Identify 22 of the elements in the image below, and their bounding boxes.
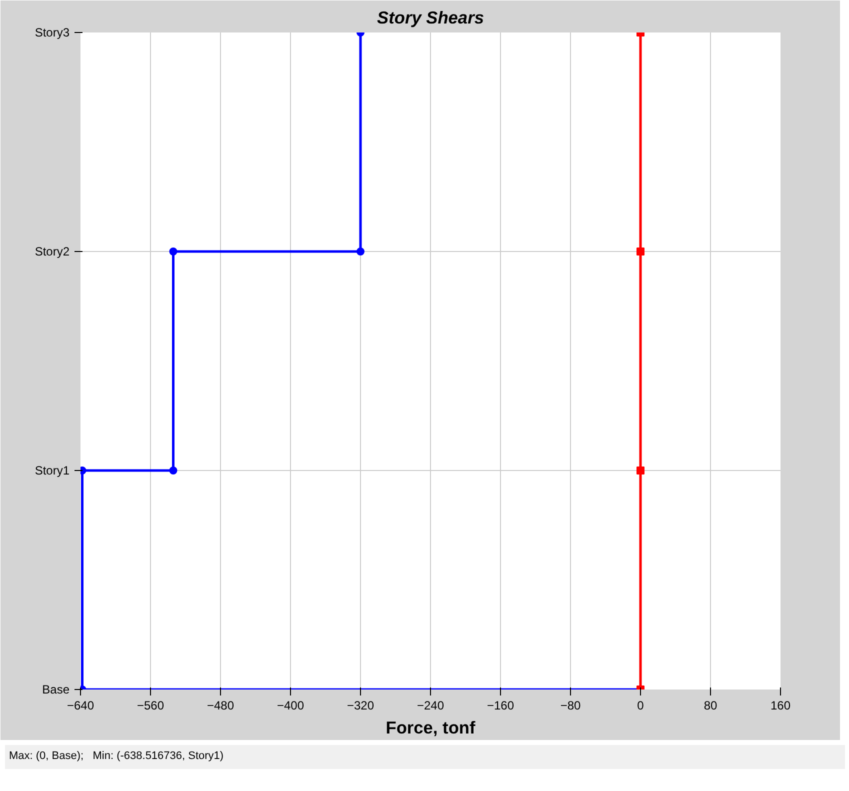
y-tick-label: Base	[42, 682, 70, 696]
x-tick-label: −480	[206, 698, 234, 712]
x-axis-title: Force, tonf	[386, 718, 476, 738]
x-tick-label: −400	[276, 698, 304, 712]
x-tick-label: −320	[346, 698, 374, 712]
chart-title: Story Shears	[377, 8, 484, 28]
y-tick-label: Story1	[34, 464, 70, 478]
x-tick-label: −80	[560, 698, 582, 712]
x-tick-label: −160	[486, 698, 514, 712]
point	[356, 248, 364, 256]
point	[169, 466, 178, 474]
x-tick-label: 0	[637, 698, 644, 712]
x-tick-label: 160	[770, 698, 791, 712]
y-tick-label: Story2	[34, 244, 70, 258]
x-tick-label: 80	[704, 698, 718, 712]
point	[80, 466, 86, 474]
x-tick-label: −560	[136, 698, 164, 712]
x-tick-label: −640	[66, 698, 94, 712]
point	[169, 248, 178, 256]
x-tick-label: −240	[416, 698, 444, 712]
text: Max: (0, Base); Min: (-638.516736, Story1)	[9, 749, 224, 764]
y-tick-label: Story3	[34, 26, 70, 40]
